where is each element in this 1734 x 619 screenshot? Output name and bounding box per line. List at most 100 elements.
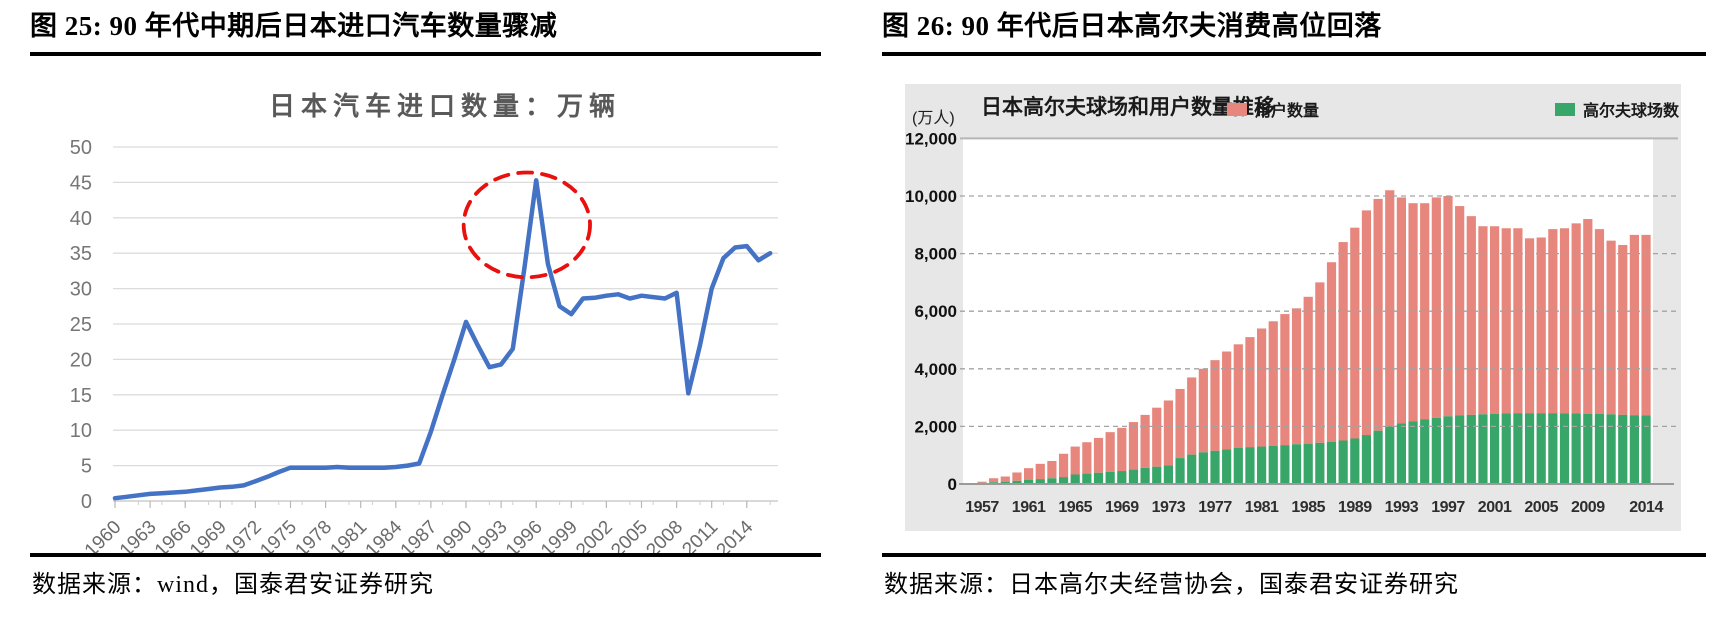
bar-courses-segment — [1175, 458, 1185, 484]
bar-courses-segment — [1536, 413, 1546, 484]
bar-users-segment — [1245, 337, 1255, 448]
bar-courses-segment — [1408, 421, 1418, 484]
bar-users-segment — [989, 478, 999, 483]
bar-users-segment — [1408, 203, 1418, 422]
bar-users-segment — [1594, 229, 1605, 415]
bar-users-segment — [1385, 190, 1395, 427]
bar-users-segment — [1140, 414, 1150, 468]
bar-courses-segment — [1315, 442, 1325, 484]
bar-courses-segment — [1641, 415, 1651, 484]
bar-courses-segment — [1093, 472, 1104, 484]
y-axis-tick-label: 20 — [70, 349, 92, 371]
x-axis-tick-label: 1985 — [1291, 499, 1325, 516]
bar-users-segment — [1175, 388, 1185, 459]
bar-users-segment — [1035, 463, 1045, 480]
bar-courses-segment — [1629, 415, 1639, 484]
bar-courses-segment — [1466, 414, 1476, 484]
users-color-swatch — [1227, 102, 1247, 116]
bar-users-segment — [1629, 234, 1639, 416]
left-source-text: 数据来源：wind，国泰君安证券研究 — [32, 572, 434, 598]
bar-users-segment — [1070, 446, 1080, 475]
left-chart-title: 日本汽车进口数量：万辆 — [268, 92, 621, 121]
bar-users-segment — [1478, 226, 1488, 415]
courses-color-swatch — [1555, 102, 1575, 116]
bar-courses-segment — [1513, 413, 1523, 484]
bar-courses-segment — [1501, 413, 1511, 484]
bar-courses-segment — [1606, 414, 1616, 484]
bar-courses-segment — [1210, 450, 1220, 484]
peak-annotation-ellipse — [461, 170, 592, 280]
bar-courses-segment — [1000, 481, 1010, 484]
legend-label-users: 用户数量 — [1255, 103, 1320, 120]
y-axis-tick-label: 30 — [70, 279, 92, 301]
bar-courses-segment — [1198, 452, 1208, 484]
bar-users-segment — [1303, 296, 1313, 444]
bar-courses-segment — [1618, 414, 1628, 484]
bar-users-segment — [1606, 240, 1616, 415]
bar-courses-segment — [1478, 414, 1488, 484]
bar-users-segment — [1443, 196, 1453, 417]
bar-courses-segment — [1163, 465, 1173, 484]
bar-users-segment — [1466, 216, 1476, 415]
y-axis-tick-label: 10,000 — [905, 187, 957, 206]
bar-courses-segment — [1583, 413, 1593, 484]
bar-users-segment — [1105, 432, 1115, 472]
y-axis-tick-label: 50 — [70, 137, 92, 159]
bar-courses-segment — [1024, 479, 1034, 484]
bar-courses-segment — [1105, 471, 1115, 484]
bar-courses-segment — [1233, 448, 1243, 484]
bar-users-segment — [1571, 223, 1581, 414]
bar-users-segment — [1012, 472, 1022, 481]
x-axis-tick-label: 1997 — [1431, 499, 1465, 516]
figure-25-heading: 图 25: 90 年代中期后日本进口汽车数量骤减 — [30, 4, 821, 56]
right-chart-y-unit: (万人) — [912, 110, 955, 127]
bar-courses-segment — [1490, 413, 1500, 484]
bar-courses-segment — [1245, 447, 1255, 484]
legend-item-users: 用户数量 — [1227, 97, 1319, 121]
bar-users-segment — [1524, 238, 1535, 414]
y-axis-tick-label: 0 — [948, 475, 957, 494]
x-axis-tick-label: 1969 — [1105, 499, 1139, 516]
bar-courses-segment — [1524, 413, 1535, 484]
bar-courses-segment — [1152, 466, 1162, 484]
legend-item-courses: 高尔夫球场数 — [1555, 97, 1679, 121]
x-axis-tick-label: 1993 — [1385, 499, 1419, 516]
imports-line-series — [112, 178, 773, 501]
right-source-divider — [882, 553, 1706, 557]
bar-users-segment — [1268, 321, 1278, 446]
x-axis-tick-label: 2014 — [1629, 499, 1663, 516]
bar-users-segment — [1222, 351, 1232, 450]
bar-courses-segment — [1257, 446, 1267, 484]
figure-26-heading: 图 26: 90 年代后日本高尔夫消费高位回落 — [882, 4, 1706, 56]
bar-courses-segment — [1455, 415, 1465, 484]
bar-users-segment — [1396, 197, 1406, 424]
right-chart-title: 日本高尔夫球场和用户数量推移 — [981, 96, 1275, 119]
y-axis-tick-label: 2,000 — [914, 417, 957, 436]
bar-courses-segment — [1385, 426, 1395, 484]
y-axis-tick-label: 40 — [70, 208, 92, 230]
x-axis-tick-label: 1961 — [1012, 499, 1046, 516]
x-axis-tick-label: 2001 — [1478, 499, 1512, 516]
bar-users-segment — [1058, 453, 1069, 478]
bar-users-segment — [1024, 468, 1034, 480]
bar-users-segment — [1291, 308, 1302, 445]
y-axis-tick-label: 0 — [81, 491, 92, 513]
bar-users-segment — [1641, 234, 1651, 416]
bar-users-segment — [1536, 237, 1546, 414]
x-axis-tick-label: 1957 — [965, 499, 999, 516]
y-axis-tick-label: 4,000 — [914, 360, 957, 379]
bar-users-segment — [1000, 476, 1010, 482]
right-bar-chart: 0 2,000 4,000 6,000 8,000 10,000 12,000 1957 196… — [905, 129, 1678, 516]
bar-users-segment — [1490, 226, 1500, 414]
left-source-divider — [30, 553, 821, 557]
bar-users-segment — [1618, 244, 1628, 415]
bar-courses-segment — [1559, 413, 1570, 484]
y-axis-tick-label: 8,000 — [914, 245, 957, 264]
bar-users-segment — [1257, 328, 1267, 447]
bar-users-segment — [1431, 197, 1441, 418]
bar-courses-segment — [1070, 474, 1080, 484]
bar-courses-segment — [1187, 454, 1197, 484]
bar-users-segment — [1559, 228, 1570, 414]
bar-users-segment — [1501, 228, 1511, 414]
bar-courses-segment — [1222, 449, 1232, 484]
